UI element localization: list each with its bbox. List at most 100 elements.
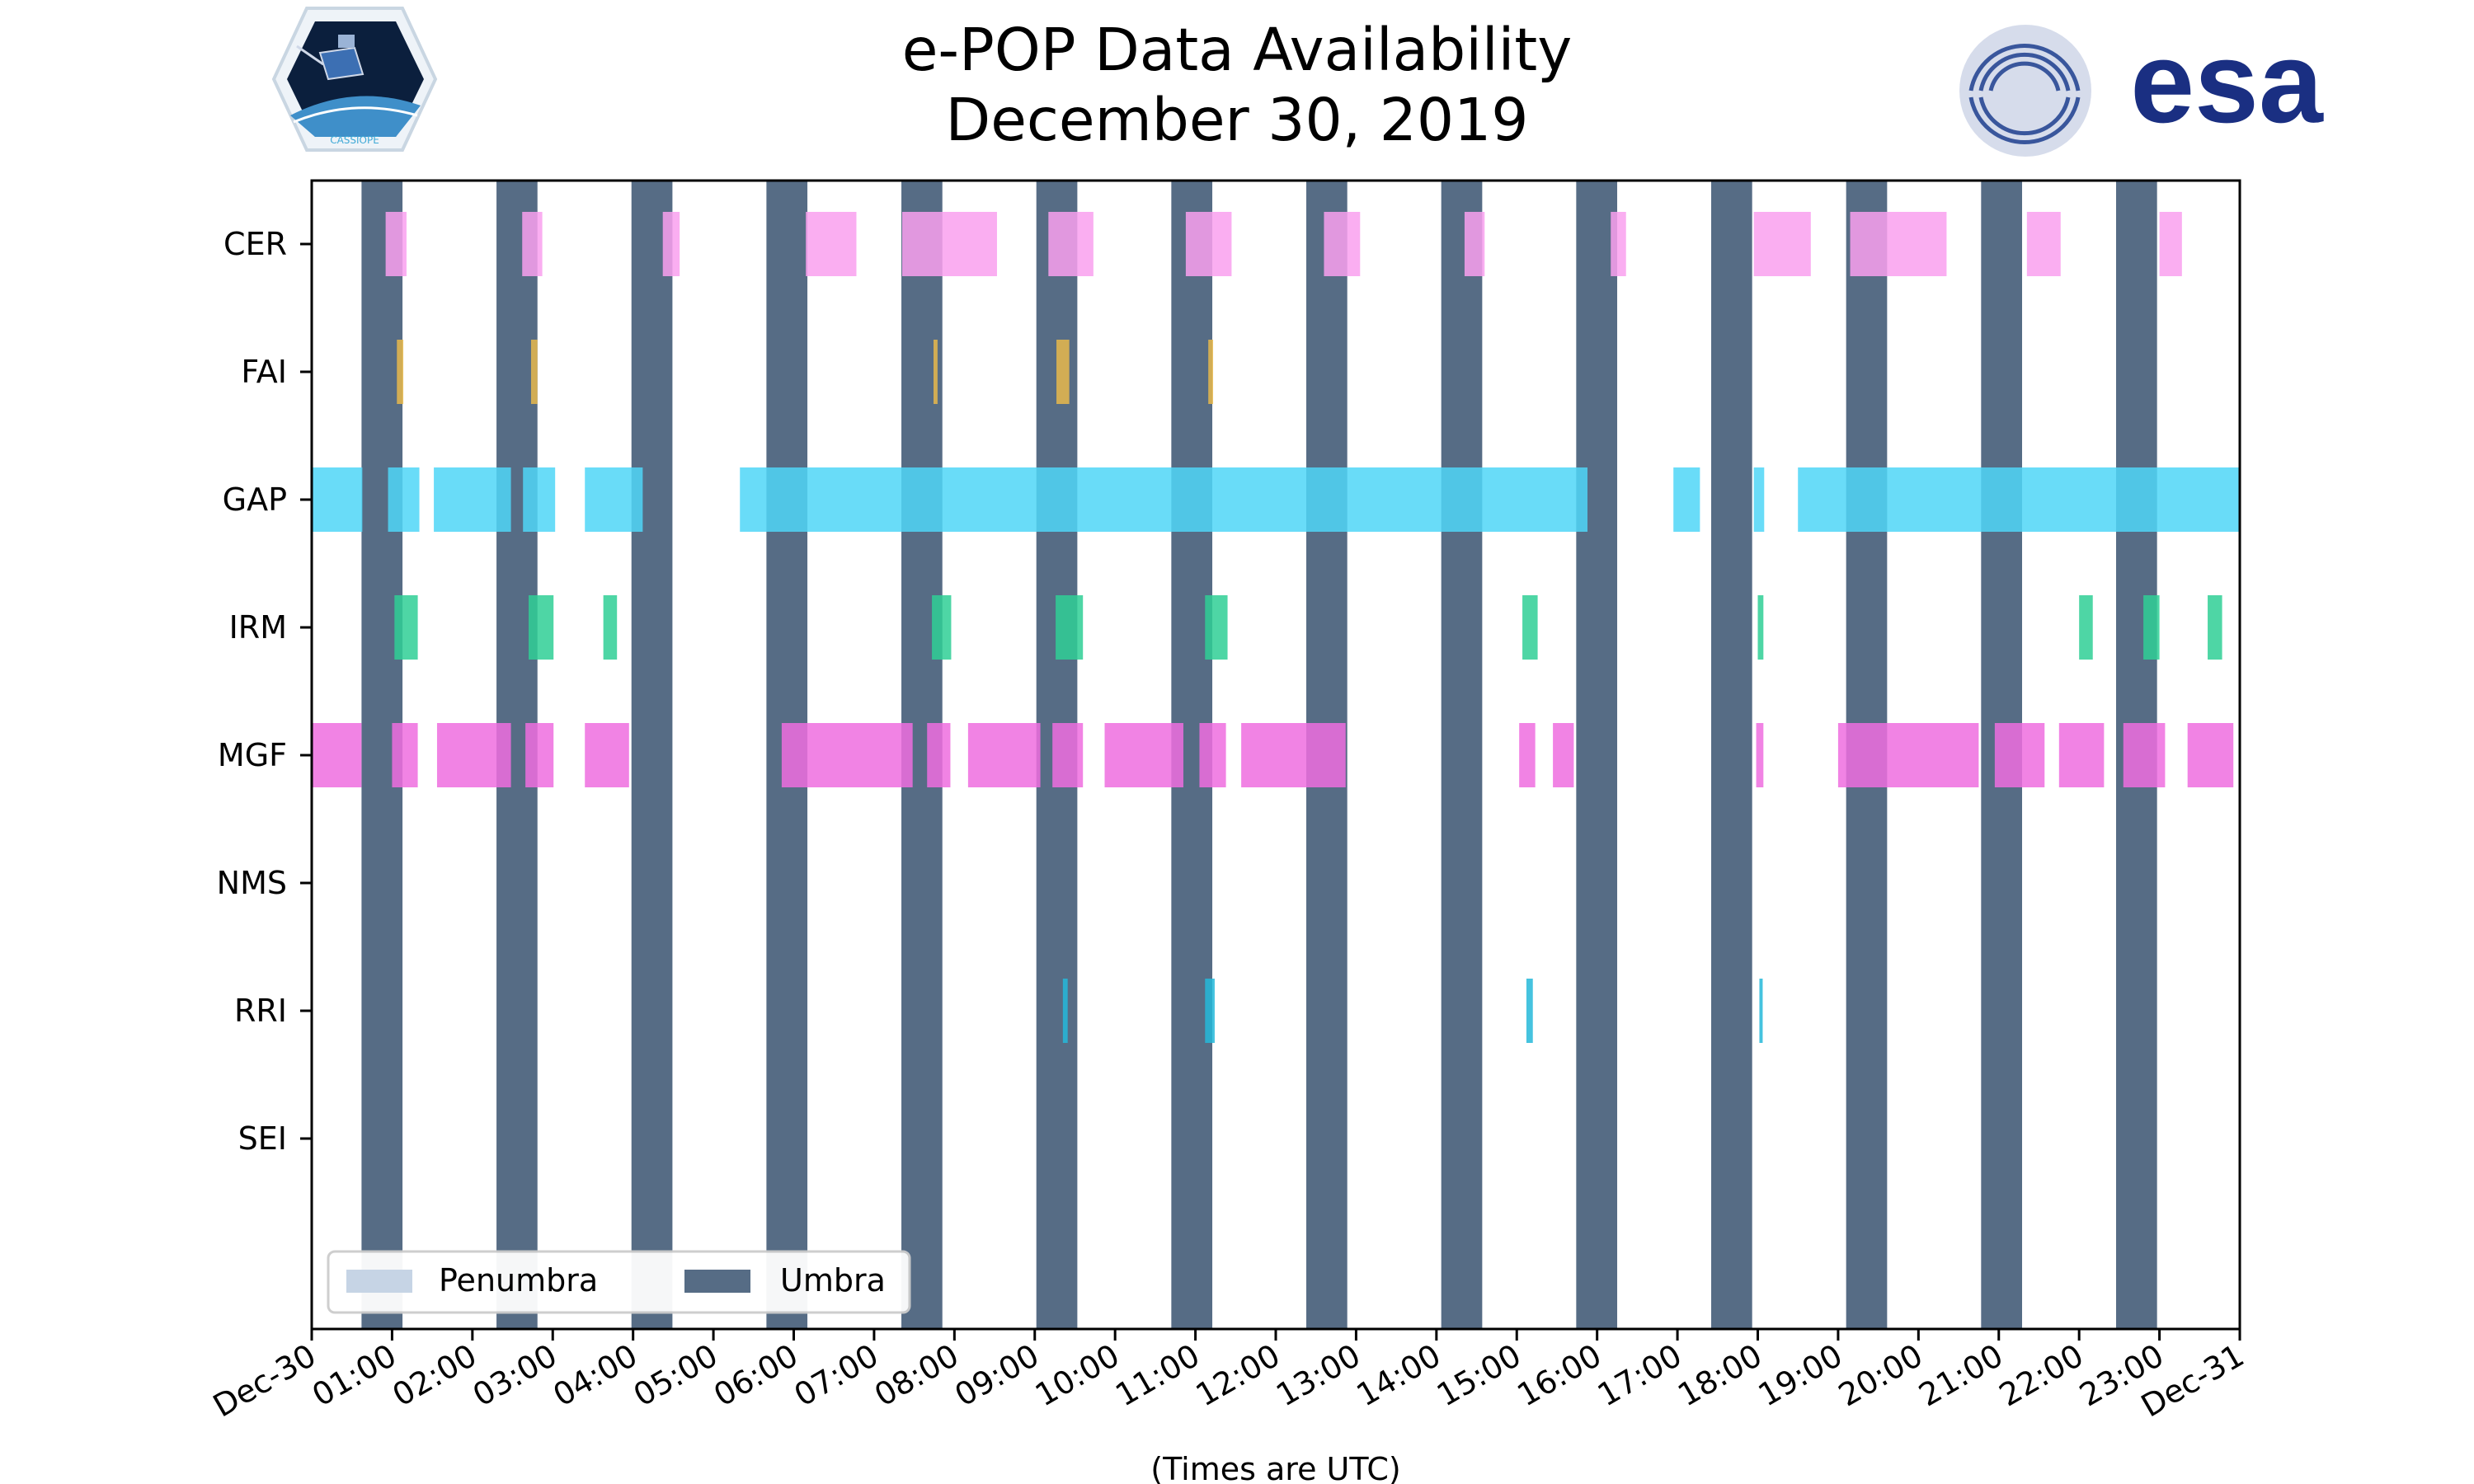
bar-rri <box>1205 979 1215 1043</box>
x-tick-label: 16:00 <box>1511 1337 1607 1414</box>
bar-cer <box>662 212 680 276</box>
bar-mgf <box>2058 723 2105 787</box>
bar-mgf <box>1104 723 1183 787</box>
bar-mgf <box>967 723 1041 787</box>
y-tick-label-nms: NMS <box>217 865 287 901</box>
y-tick-label-irm: IRM <box>229 609 287 646</box>
x-axis-label: (Times are UTC) <box>1150 1451 1400 1484</box>
umbra-band <box>1576 181 1618 1329</box>
bar-fai <box>1208 340 1214 404</box>
bar-gap <box>434 467 511 532</box>
y-tick-label-cer: CER <box>223 226 287 262</box>
bar-rri <box>1062 979 1068 1043</box>
x-tick-label: 06:00 <box>708 1337 804 1414</box>
x-tick-label: 15:00 <box>1431 1337 1527 1414</box>
legend-penumbra-swatch <box>346 1270 412 1293</box>
bar-irm <box>2143 595 2160 660</box>
bar-irm <box>2208 595 2222 660</box>
bar-fai <box>934 340 938 404</box>
x-tick-label: 03:00 <box>467 1337 563 1414</box>
x-tick-label: 11:00 <box>1109 1337 1206 1414</box>
legend-box <box>327 1250 911 1314</box>
esa-logo-text: esa <box>2130 17 2324 147</box>
bar-mgf <box>2187 723 2234 787</box>
bar-mgf <box>436 723 511 787</box>
bar-cer <box>1464 212 1485 276</box>
bar-mgf <box>781 723 913 787</box>
bar-mgf <box>1199 723 1226 787</box>
bar-rri <box>1526 979 1533 1043</box>
x-tick-label: 14:00 <box>1350 1337 1446 1414</box>
bar-rri <box>1759 979 1763 1043</box>
x-tick-label: 12:00 <box>1190 1337 1286 1414</box>
bar-mgf <box>1994 723 2045 787</box>
umbra-band <box>1441 181 1483 1329</box>
x-tick-label: 22:00 <box>1993 1337 2090 1414</box>
cassiope-logo-text: CASSIOPE <box>330 134 379 146</box>
legend-umbra-label: Umbra <box>780 1262 886 1298</box>
bar-mgf <box>927 723 951 787</box>
bar-gap <box>312 467 363 532</box>
y-tick-label-rri: RRI <box>234 993 287 1029</box>
bar-mgf <box>392 723 418 787</box>
x-tick-label: 02:00 <box>386 1337 482 1414</box>
bar-mgf <box>1756 723 1764 787</box>
bar-irm <box>603 595 618 660</box>
bar-irm <box>932 595 952 660</box>
bar-cer <box>2159 212 2182 276</box>
bar-cer <box>1048 212 1094 276</box>
x-tick-label: 19:00 <box>1752 1337 1849 1414</box>
bar-mgf <box>1052 723 1084 787</box>
data-bars-layer <box>312 212 2240 1043</box>
bar-cer <box>2026 212 2061 276</box>
cassiope-logo: CASSIOPE <box>271 7 438 152</box>
x-tick-label: 21:00 <box>1912 1337 2009 1414</box>
bar-gap <box>1798 467 2240 532</box>
y-tick-label-mgf: MGF <box>218 737 287 773</box>
bar-mgf <box>1241 723 1346 787</box>
bar-cer <box>1753 212 1811 276</box>
chart-subtitle: December 30, 2019 <box>946 86 1529 154</box>
bar-mgf <box>525 723 554 787</box>
bar-mgf <box>1519 723 1536 787</box>
x-tick-label: 17:00 <box>1592 1337 1688 1414</box>
y-axis: CER FAI GAP IRM MGF NMS RRI SEI <box>217 226 312 1157</box>
x-tick-label: Dec-30 <box>207 1337 322 1425</box>
x-tick-label: 05:00 <box>628 1337 724 1414</box>
satellite-icon <box>296 35 365 81</box>
bar-cer <box>806 212 857 276</box>
bar-irm <box>1056 595 1084 660</box>
esa-logo: esa <box>1959 17 2324 157</box>
bar-fai <box>1056 340 1070 404</box>
bar-irm <box>394 595 418 660</box>
x-tick-label: 04:00 <box>547 1337 643 1414</box>
chart-title: e-POP Data Availability <box>902 16 1572 84</box>
bar-gap <box>1753 467 1765 532</box>
bar-cer <box>1850 212 1947 276</box>
x-tick-label: 09:00 <box>948 1337 1045 1414</box>
bar-cer <box>385 212 407 276</box>
bar-mgf <box>585 723 629 787</box>
bar-gap <box>1673 467 1700 532</box>
bar-irm <box>529 595 554 660</box>
x-tick-label: 10:00 <box>1029 1337 1126 1414</box>
bar-mgf <box>2123 723 2166 787</box>
x-tick-label: 08:00 <box>868 1337 965 1414</box>
y-tick-label-sei: SEI <box>238 1120 287 1157</box>
legend: Penumbra Umbra <box>327 1250 911 1314</box>
x-tick-label: 18:00 <box>1672 1337 1768 1414</box>
y-tick-label-gap: GAP <box>223 481 287 518</box>
bar-cer <box>902 212 997 276</box>
bar-mgf <box>312 723 362 787</box>
bar-mgf <box>1553 723 1574 787</box>
x-tick-label: 13:00 <box>1270 1337 1366 1414</box>
bar-gap <box>523 467 556 532</box>
x-tick-label: 07:00 <box>788 1337 885 1414</box>
umbra-band <box>631 181 673 1329</box>
bar-fai <box>530 340 538 404</box>
bar-gap <box>740 467 1587 532</box>
bar-cer <box>1185 212 1232 276</box>
x-tick-label: 20:00 <box>1832 1337 1929 1414</box>
bar-gap <box>388 467 420 532</box>
